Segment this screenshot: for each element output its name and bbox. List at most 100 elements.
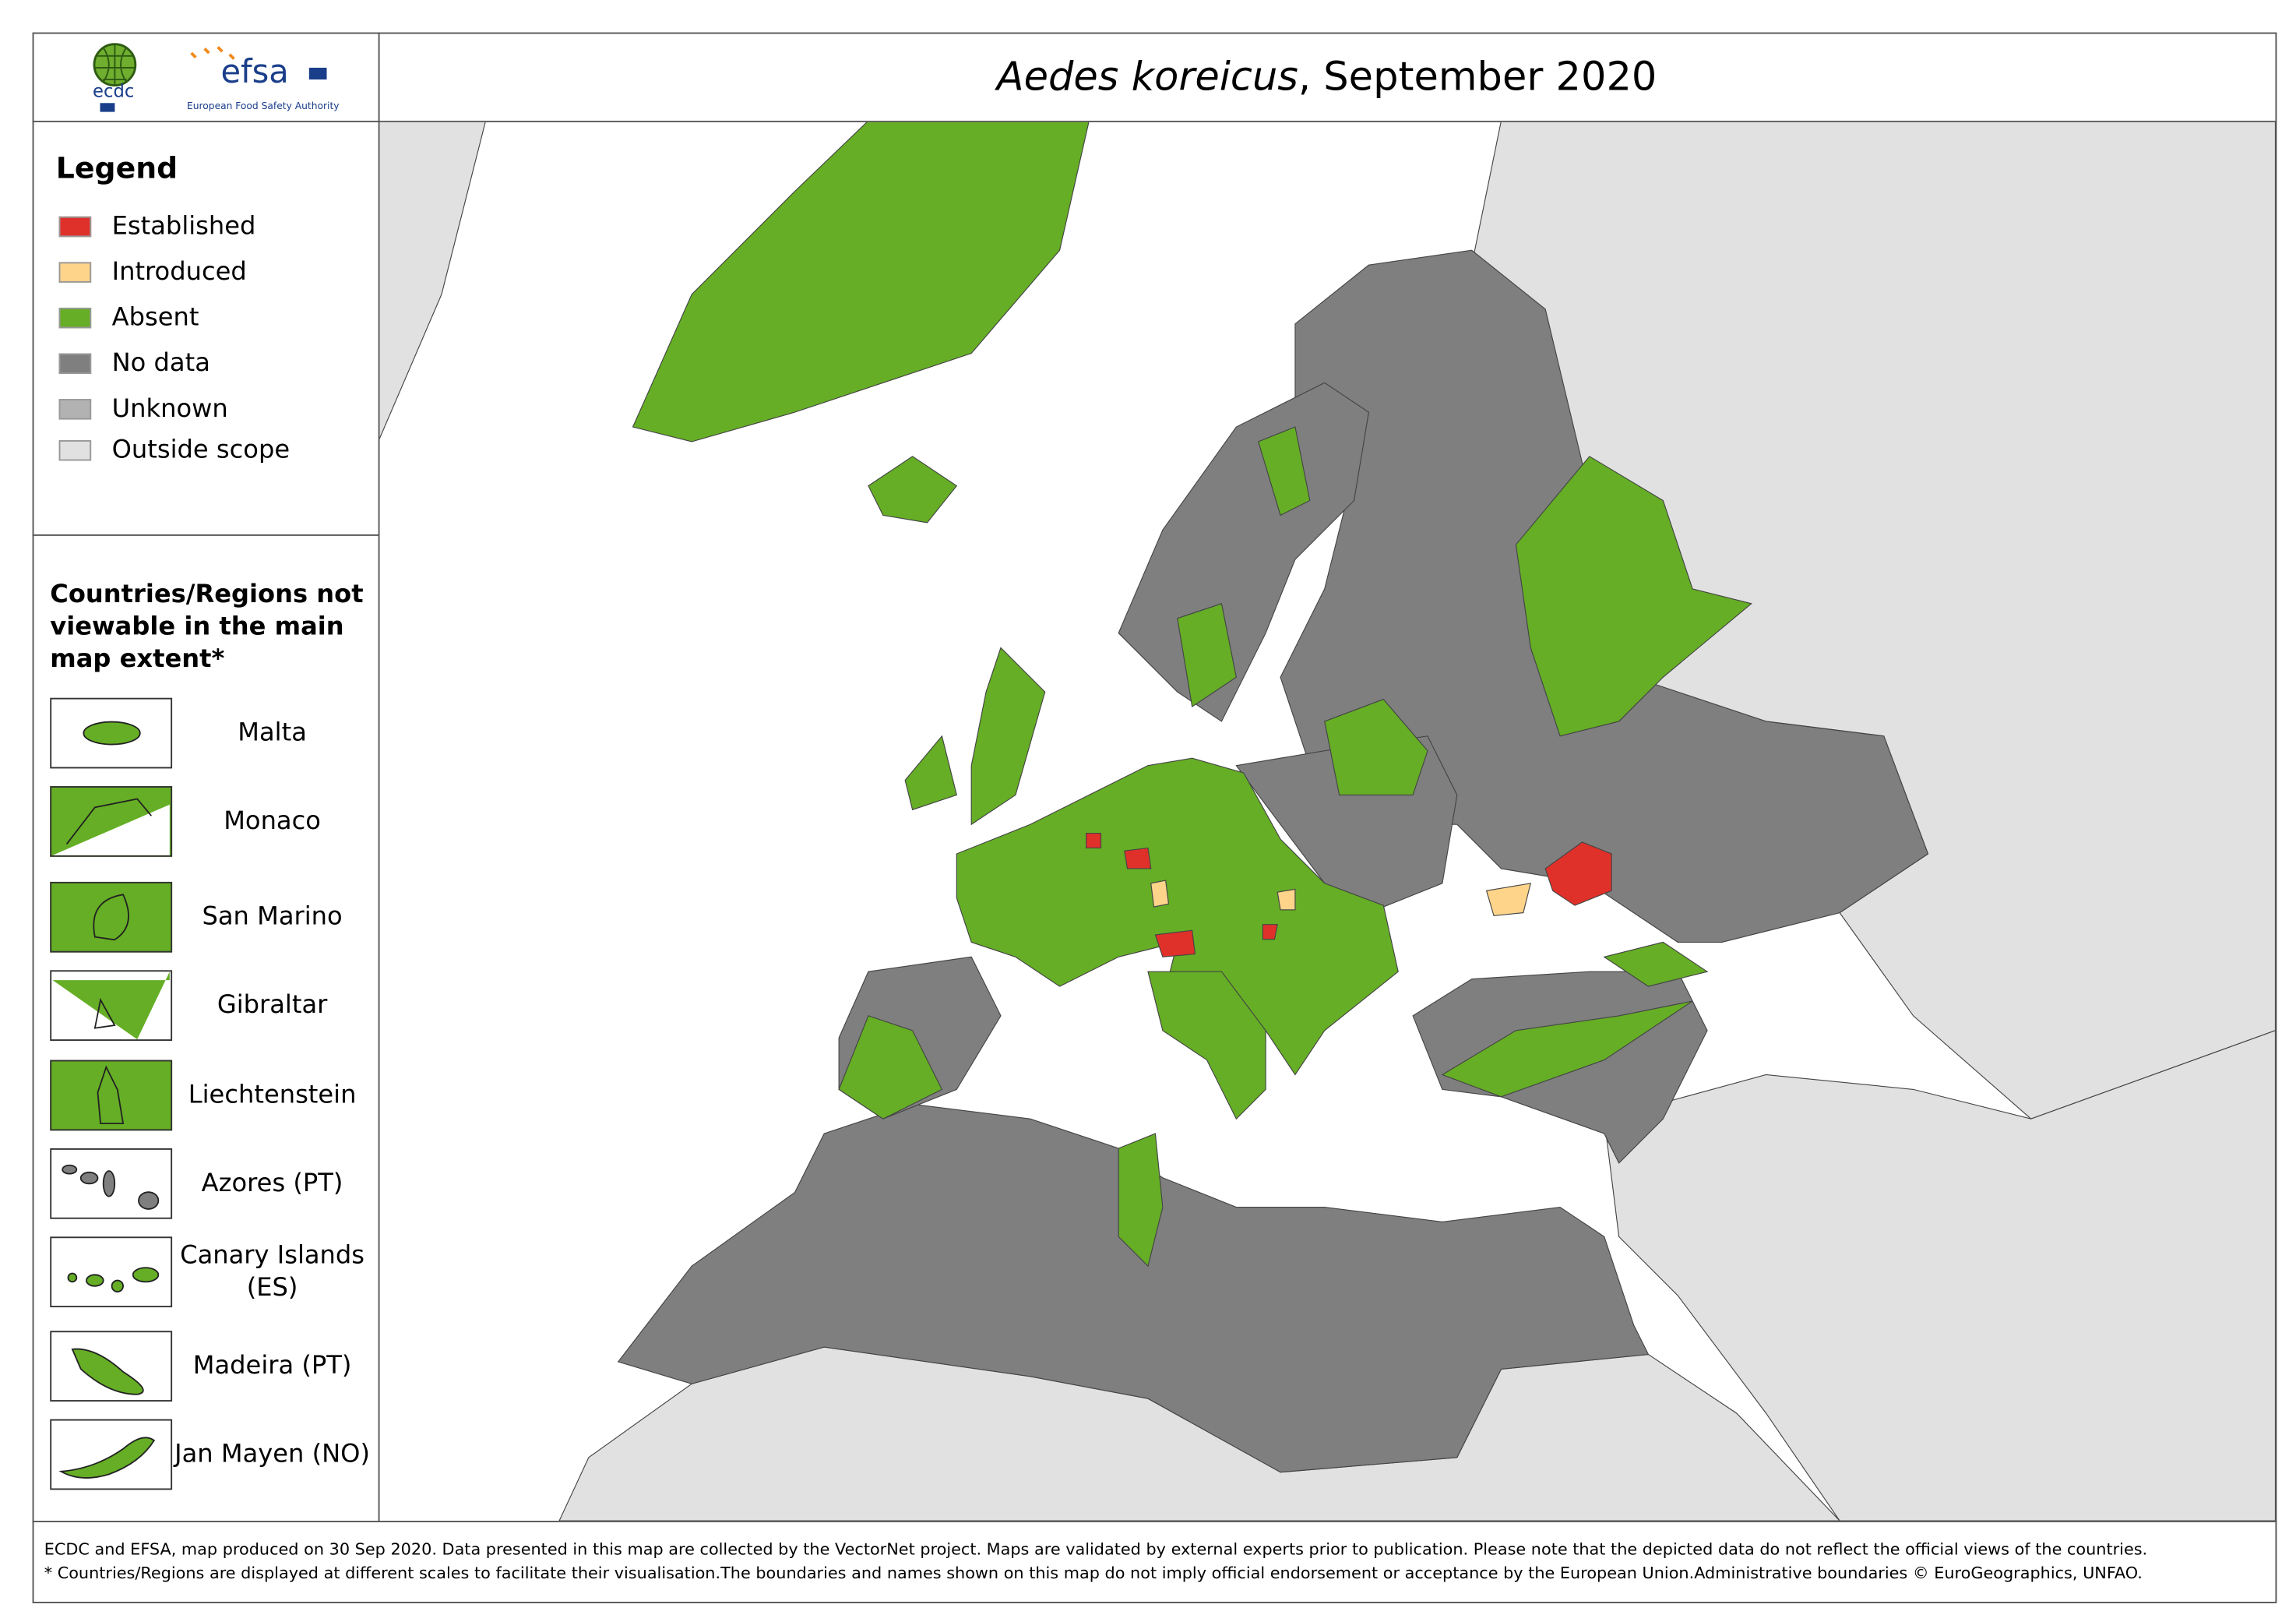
inset-item: San Marino <box>50 881 377 953</box>
inset-thumbnail <box>50 970 173 1042</box>
logos: ecdc efsa European Food Safety Authority <box>93 43 340 112</box>
inset-thumbnail <box>50 697 173 769</box>
legend-item: Absent <box>58 303 199 333</box>
belarus <box>1324 698 1428 796</box>
divider <box>32 534 380 536</box>
legend-label: Outside scope <box>111 435 291 466</box>
established-region <box>1544 841 1612 906</box>
inset-label: Azores (PT) <box>201 1169 343 1199</box>
established-region <box>1124 847 1152 869</box>
tunisia <box>1118 1133 1164 1268</box>
efsa-stars <box>190 46 235 60</box>
footer-line: * Countries/Regions are displayed at dif… <box>44 1563 2143 1583</box>
eu-flag <box>308 67 327 80</box>
inset-shape <box>52 971 170 1040</box>
divider <box>32 120 2277 122</box>
iberia-absent <box>838 1015 943 1120</box>
inset-thumbnail <box>50 1060 173 1131</box>
inset-label: Jan Mayen (NO) <box>174 1440 371 1469</box>
footer: ECDC and EFSA, map produced on 30 Sep 20… <box>44 1539 2266 1585</box>
russia-absent <box>1515 456 1752 737</box>
inset-label: Monaco <box>224 806 321 837</box>
outer-frame <box>32 32 2277 1603</box>
map <box>379 122 2276 1522</box>
inset-label: Canary Islands (ES) <box>180 1241 365 1303</box>
title-date: , September 2020 <box>1298 53 1657 100</box>
inset-shape <box>67 1267 160 1292</box>
inset-thumbnail <box>50 1236 173 1308</box>
legend-item: No data <box>58 348 210 379</box>
inset-shape <box>58 1437 156 1479</box>
legend-swatch <box>58 399 92 420</box>
legend-label: Unknown <box>111 394 228 425</box>
land <box>379 122 2276 1522</box>
established-region <box>1086 833 1102 849</box>
legend-label: Absent <box>111 303 199 333</box>
inset-shape <box>93 894 129 941</box>
insets-title: Countries/Regions not viewable in the ma… <box>50 580 364 675</box>
inset-label: Liechtenstein <box>188 1081 357 1110</box>
inset-item: Jan Mayen (NO) <box>50 1419 377 1490</box>
inset-thumbnail <box>50 1419 173 1490</box>
sweden-absent <box>1177 603 1237 708</box>
inset-thumbnail <box>50 786 173 857</box>
inset-shape <box>83 721 141 746</box>
footer-line: ECDC and EFSA, map produced on 30 Sep 20… <box>44 1539 2148 1560</box>
legend-label: Introduced <box>111 257 247 287</box>
inset-thumbnail <box>50 1148 173 1219</box>
legend-title: Legend <box>55 150 178 186</box>
legend-swatch <box>58 440 92 461</box>
legend-item: Unknown <box>58 394 228 425</box>
divider <box>32 1521 2277 1522</box>
turkey-absent <box>1441 1000 1693 1098</box>
inset-label: Gibraltar <box>217 990 328 1021</box>
inset-label: Malta <box>238 718 307 748</box>
legend-item: Established <box>58 212 256 242</box>
inset-item: Canary Islands (ES) <box>50 1236 377 1308</box>
legend-swatch <box>58 262 92 283</box>
introduced-region <box>1277 888 1296 911</box>
inset-label: San Marino <box>202 902 343 933</box>
outside-scope <box>379 122 486 439</box>
great-britain <box>970 647 1046 826</box>
inset-label: Madeira (PT) <box>192 1351 352 1381</box>
inset-item: Gibraltar <box>50 970 377 1042</box>
legend-swatch <box>58 353 92 374</box>
efsa-subtitle: European Food Safety Authority <box>187 100 340 111</box>
finland-absent <box>1258 426 1311 517</box>
inset-item: Liechtenstein <box>50 1060 377 1131</box>
inset-shape <box>52 798 170 855</box>
inset-shape <box>62 1164 160 1210</box>
map-title: Aedes koreicus, September 2020 <box>379 33 2276 121</box>
inset-shape <box>97 1065 125 1125</box>
inset-thumbnail <box>50 881 173 953</box>
legend-label: Established <box>111 212 256 242</box>
caucasus-absent <box>1603 941 1709 987</box>
inset-item: Azores (PT) <box>50 1148 377 1219</box>
legend-swatch <box>58 216 92 238</box>
greenland <box>632 122 1090 443</box>
inset-shape <box>71 1348 144 1395</box>
ireland <box>904 735 957 811</box>
legend-item: Introduced <box>58 257 247 287</box>
inset-item: Malta <box>50 697 377 769</box>
europe-absent <box>956 757 1399 1076</box>
title-species: Aedes koreicus <box>996 53 1298 100</box>
legend-label: No data <box>111 348 210 379</box>
globe-lines <box>93 44 136 86</box>
italy <box>1147 971 1266 1120</box>
ecdc-logo: ecdc <box>93 82 134 102</box>
divider <box>378 32 380 1522</box>
inset-thumbnail <box>50 1331 173 1402</box>
introduced-region <box>1485 883 1532 917</box>
iceland <box>868 456 958 524</box>
introduced-region <box>1150 880 1170 908</box>
eu-flag <box>100 103 115 112</box>
legend-swatch <box>58 307 92 329</box>
outside-scope <box>1604 1030 2276 1522</box>
inset-item: Monaco <box>50 786 377 857</box>
inset-item: Madeira (PT) <box>50 1331 377 1402</box>
legend-item: Outside scope <box>58 435 291 466</box>
